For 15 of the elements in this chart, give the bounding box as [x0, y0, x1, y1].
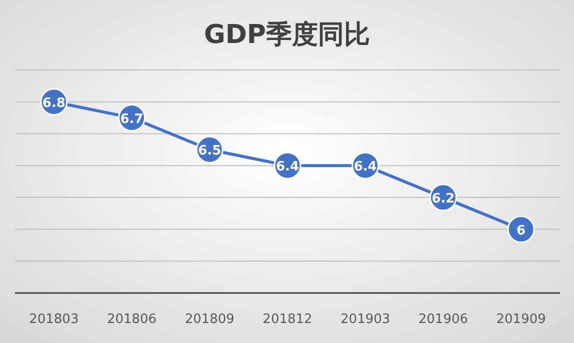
x-tick-label: 201903 [340, 312, 390, 327]
data-label: 6.5 [198, 144, 222, 159]
data-label: 6.4 [354, 160, 377, 175]
x-tick-label: 201803 [29, 312, 79, 327]
data-label: 6.4 [276, 160, 300, 175]
data-label: 6.7 [120, 112, 144, 127]
x-tick-label: 201906 [418, 312, 468, 327]
data-label: 6.2 [432, 191, 455, 206]
x-tick-label: 201812 [262, 312, 312, 327]
chart-title: GDP季度同比 [204, 20, 370, 50]
x-tick-label: 201809 [184, 312, 234, 327]
data-label: 6.8 [42, 96, 66, 111]
x-tick-label: 201909 [496, 312, 546, 327]
data-label: 6 [516, 223, 526, 238]
x-tick-label: 201806 [106, 312, 157, 327]
